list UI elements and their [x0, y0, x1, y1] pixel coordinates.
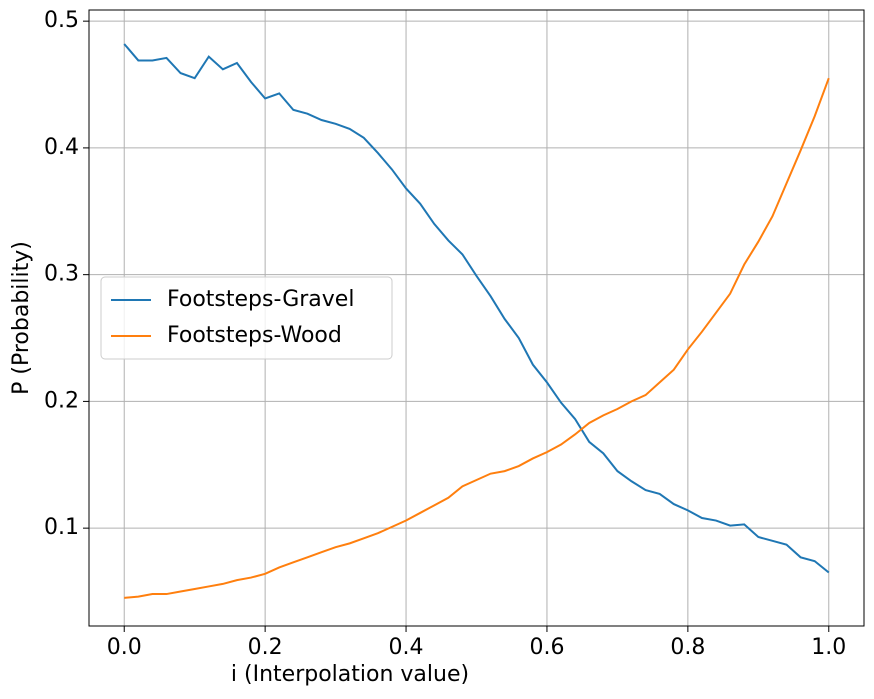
legend: Footsteps-Gravel Footsteps-Wood: [100, 276, 393, 360]
y-tick-label: 0.5: [44, 8, 79, 33]
y-tick-label: 0.1: [44, 515, 79, 540]
y-tick-label: 0.4: [44, 135, 79, 160]
y-tick-label: 0.3: [44, 262, 79, 287]
y-tick-label: 0.2: [44, 388, 79, 413]
x-tick-label: 0.8: [670, 635, 705, 660]
data-line: [123, 43, 830, 574]
x-tick-label: 1.0: [811, 635, 846, 660]
y-axis-label: P (Probability): [9, 241, 34, 395]
legend-label: Footsteps-Gravel: [167, 287, 354, 312]
x-tick-label: 0.4: [389, 635, 424, 660]
x-axis-label: i (Interpolation value): [231, 662, 469, 687]
x-tick-label: 0.2: [248, 635, 283, 660]
plot-frame: [88, 9, 865, 627]
legend-label: Footsteps-Wood: [167, 323, 342, 348]
x-tick-label: 0.6: [529, 635, 564, 660]
legend-box: [100, 276, 393, 360]
data-line: [124, 77, 830, 599]
x-tick-label: 0.0: [107, 635, 142, 660]
